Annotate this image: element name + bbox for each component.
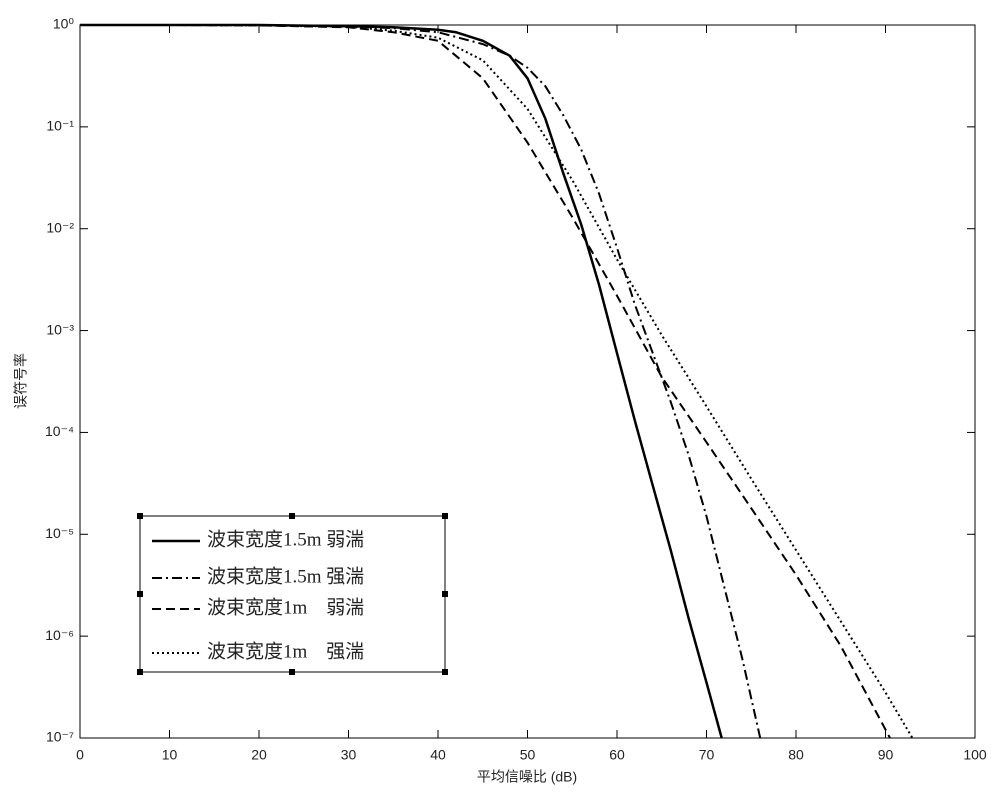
y-axis-label: 误符号率 bbox=[13, 353, 29, 409]
x-tick-label: 40 bbox=[430, 747, 446, 763]
y-tick-label: 10⁻⁷ bbox=[46, 729, 74, 745]
x-tick-label: 10 bbox=[162, 747, 178, 763]
selection-handles bbox=[137, 513, 448, 675]
legend-label: 波束宽度1m 强湍 bbox=[207, 640, 364, 662]
x-tick-label: 30 bbox=[341, 747, 357, 763]
legend-label: 波束宽度1m 弱湍 bbox=[207, 596, 364, 618]
y-tick-label: 10⁻⁶ bbox=[45, 627, 74, 643]
y-tick-label: 10⁰ bbox=[53, 16, 75, 32]
y-tick-label: 10⁻⁵ bbox=[45, 525, 74, 541]
x-tick-label: 70 bbox=[699, 747, 715, 763]
x-tick-label: 20 bbox=[251, 747, 267, 763]
y-tick-label: 10⁻¹ bbox=[46, 118, 74, 134]
x-tick-label: 60 bbox=[609, 747, 625, 763]
x-tick-label: 0 bbox=[76, 747, 84, 763]
legend-label: 波束宽度1.5m 强湍 bbox=[207, 565, 364, 587]
x-axis-label: 平均信噪比 (dB) bbox=[477, 769, 577, 785]
legend-label: 波束宽度1.5m 弱湍 bbox=[207, 528, 364, 550]
series-line bbox=[80, 24, 762, 739]
x-tick-label: 90 bbox=[878, 747, 894, 763]
y-tick-label: 10⁻³ bbox=[46, 321, 74, 337]
x-tick-label: 100 bbox=[963, 747, 987, 763]
x-tick-label: 50 bbox=[520, 747, 536, 763]
y-tick-label: 10⁻⁴ bbox=[45, 423, 74, 439]
series-line bbox=[80, 24, 891, 739]
x-tick-label: 80 bbox=[788, 747, 804, 763]
y-tick-label: 10⁻² bbox=[46, 219, 74, 235]
